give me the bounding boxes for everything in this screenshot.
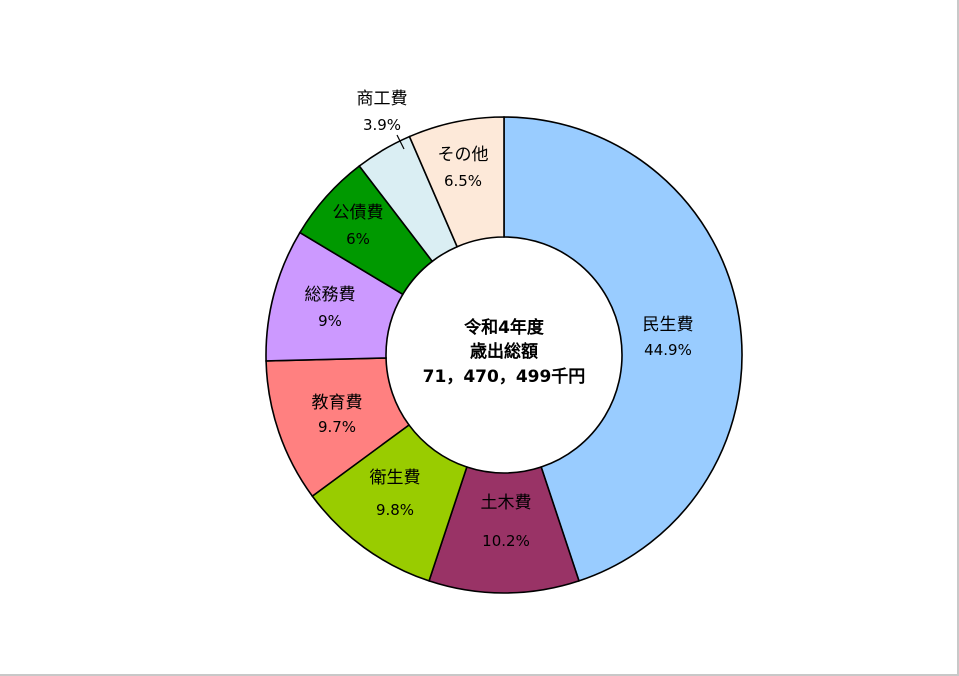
slice-label-1: 民生費 xyxy=(643,315,694,335)
slice-label-2: 土木費 xyxy=(481,493,532,513)
slice-percent-1: 44.9% xyxy=(644,341,692,359)
slice-label-3: 衛生費 xyxy=(370,468,421,488)
slice-percent-2: 10.2% xyxy=(482,532,530,550)
center-label: 令和4年度 歳出総額 71，470，499千円 xyxy=(423,317,586,387)
slice-label-6: 公債費 xyxy=(333,203,384,223)
slice-label-8: その他 xyxy=(438,145,489,165)
slice-percent-6: 6% xyxy=(346,230,370,248)
center-line-2: 歳出総額 xyxy=(470,341,538,362)
slice-percent-3: 9.8% xyxy=(376,501,414,519)
slice-percent-4: 9.7% xyxy=(318,418,356,436)
labels-group: 民生費 44.9% 土木費 10.2% 衛生費 9.8% 教育費 9.7% 総務費 9% 公債費 6%… xyxy=(305,89,694,550)
slice-label-5: 総務費 xyxy=(305,285,356,305)
slice-8 xyxy=(408,116,505,248)
leader-line xyxy=(396,134,405,150)
slice-percent-8: 6.5% xyxy=(444,172,482,190)
center-line-1: 令和4年度 xyxy=(464,317,545,338)
center-line-3: 71，470，499千円 xyxy=(423,367,586,387)
slice-percent-7: 3.9% xyxy=(363,116,401,134)
slices-group xyxy=(265,116,743,594)
slice-1 xyxy=(503,116,743,582)
slice-percent-5: 9% xyxy=(318,312,342,330)
slice-label-7: 商工費 xyxy=(357,89,408,109)
slice-label-4: 教育費 xyxy=(312,393,363,413)
